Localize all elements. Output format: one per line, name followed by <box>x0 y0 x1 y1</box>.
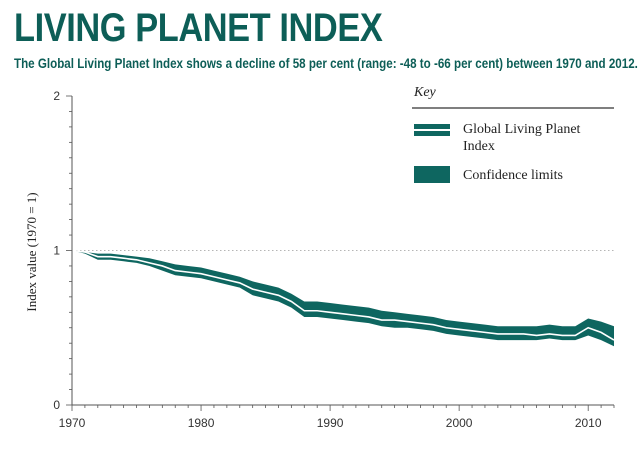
x-tick-label: 1970 <box>59 416 86 430</box>
legend-label-confidence: Confidence limits <box>463 168 563 183</box>
x-tick-label: 1980 <box>188 416 215 430</box>
y-tick-label: 2 <box>53 89 60 103</box>
index-line <box>71 249 615 341</box>
legend-label-index-1: Global Living Planet <box>463 122 581 137</box>
chart-subtitle: The Global Living Planet Index shows a d… <box>14 56 638 71</box>
x-tick-label: 2010 <box>575 416 602 430</box>
legend: Key Global Living Planet Index Confidenc… <box>412 85 614 183</box>
legend-swatch-confidence <box>414 166 450 183</box>
x-tick-label: 1990 <box>317 416 344 430</box>
legend-title: Key <box>413 85 437 100</box>
confidence-band <box>72 250 614 347</box>
y-tick-label: 0 <box>53 398 60 412</box>
legend-item-confidence: Confidence limits <box>414 166 563 183</box>
x-tick-label: 2000 <box>446 416 473 430</box>
legend-item-index: Global Living Planet Index <box>414 122 581 154</box>
y-axis-title: Index value (1970 = 1) <box>24 192 39 311</box>
legend-label-index-2: Index <box>463 139 495 154</box>
y-tick-label: 1 <box>53 244 60 258</box>
chart-title: LIVING PLANET INDEX <box>14 6 383 50</box>
